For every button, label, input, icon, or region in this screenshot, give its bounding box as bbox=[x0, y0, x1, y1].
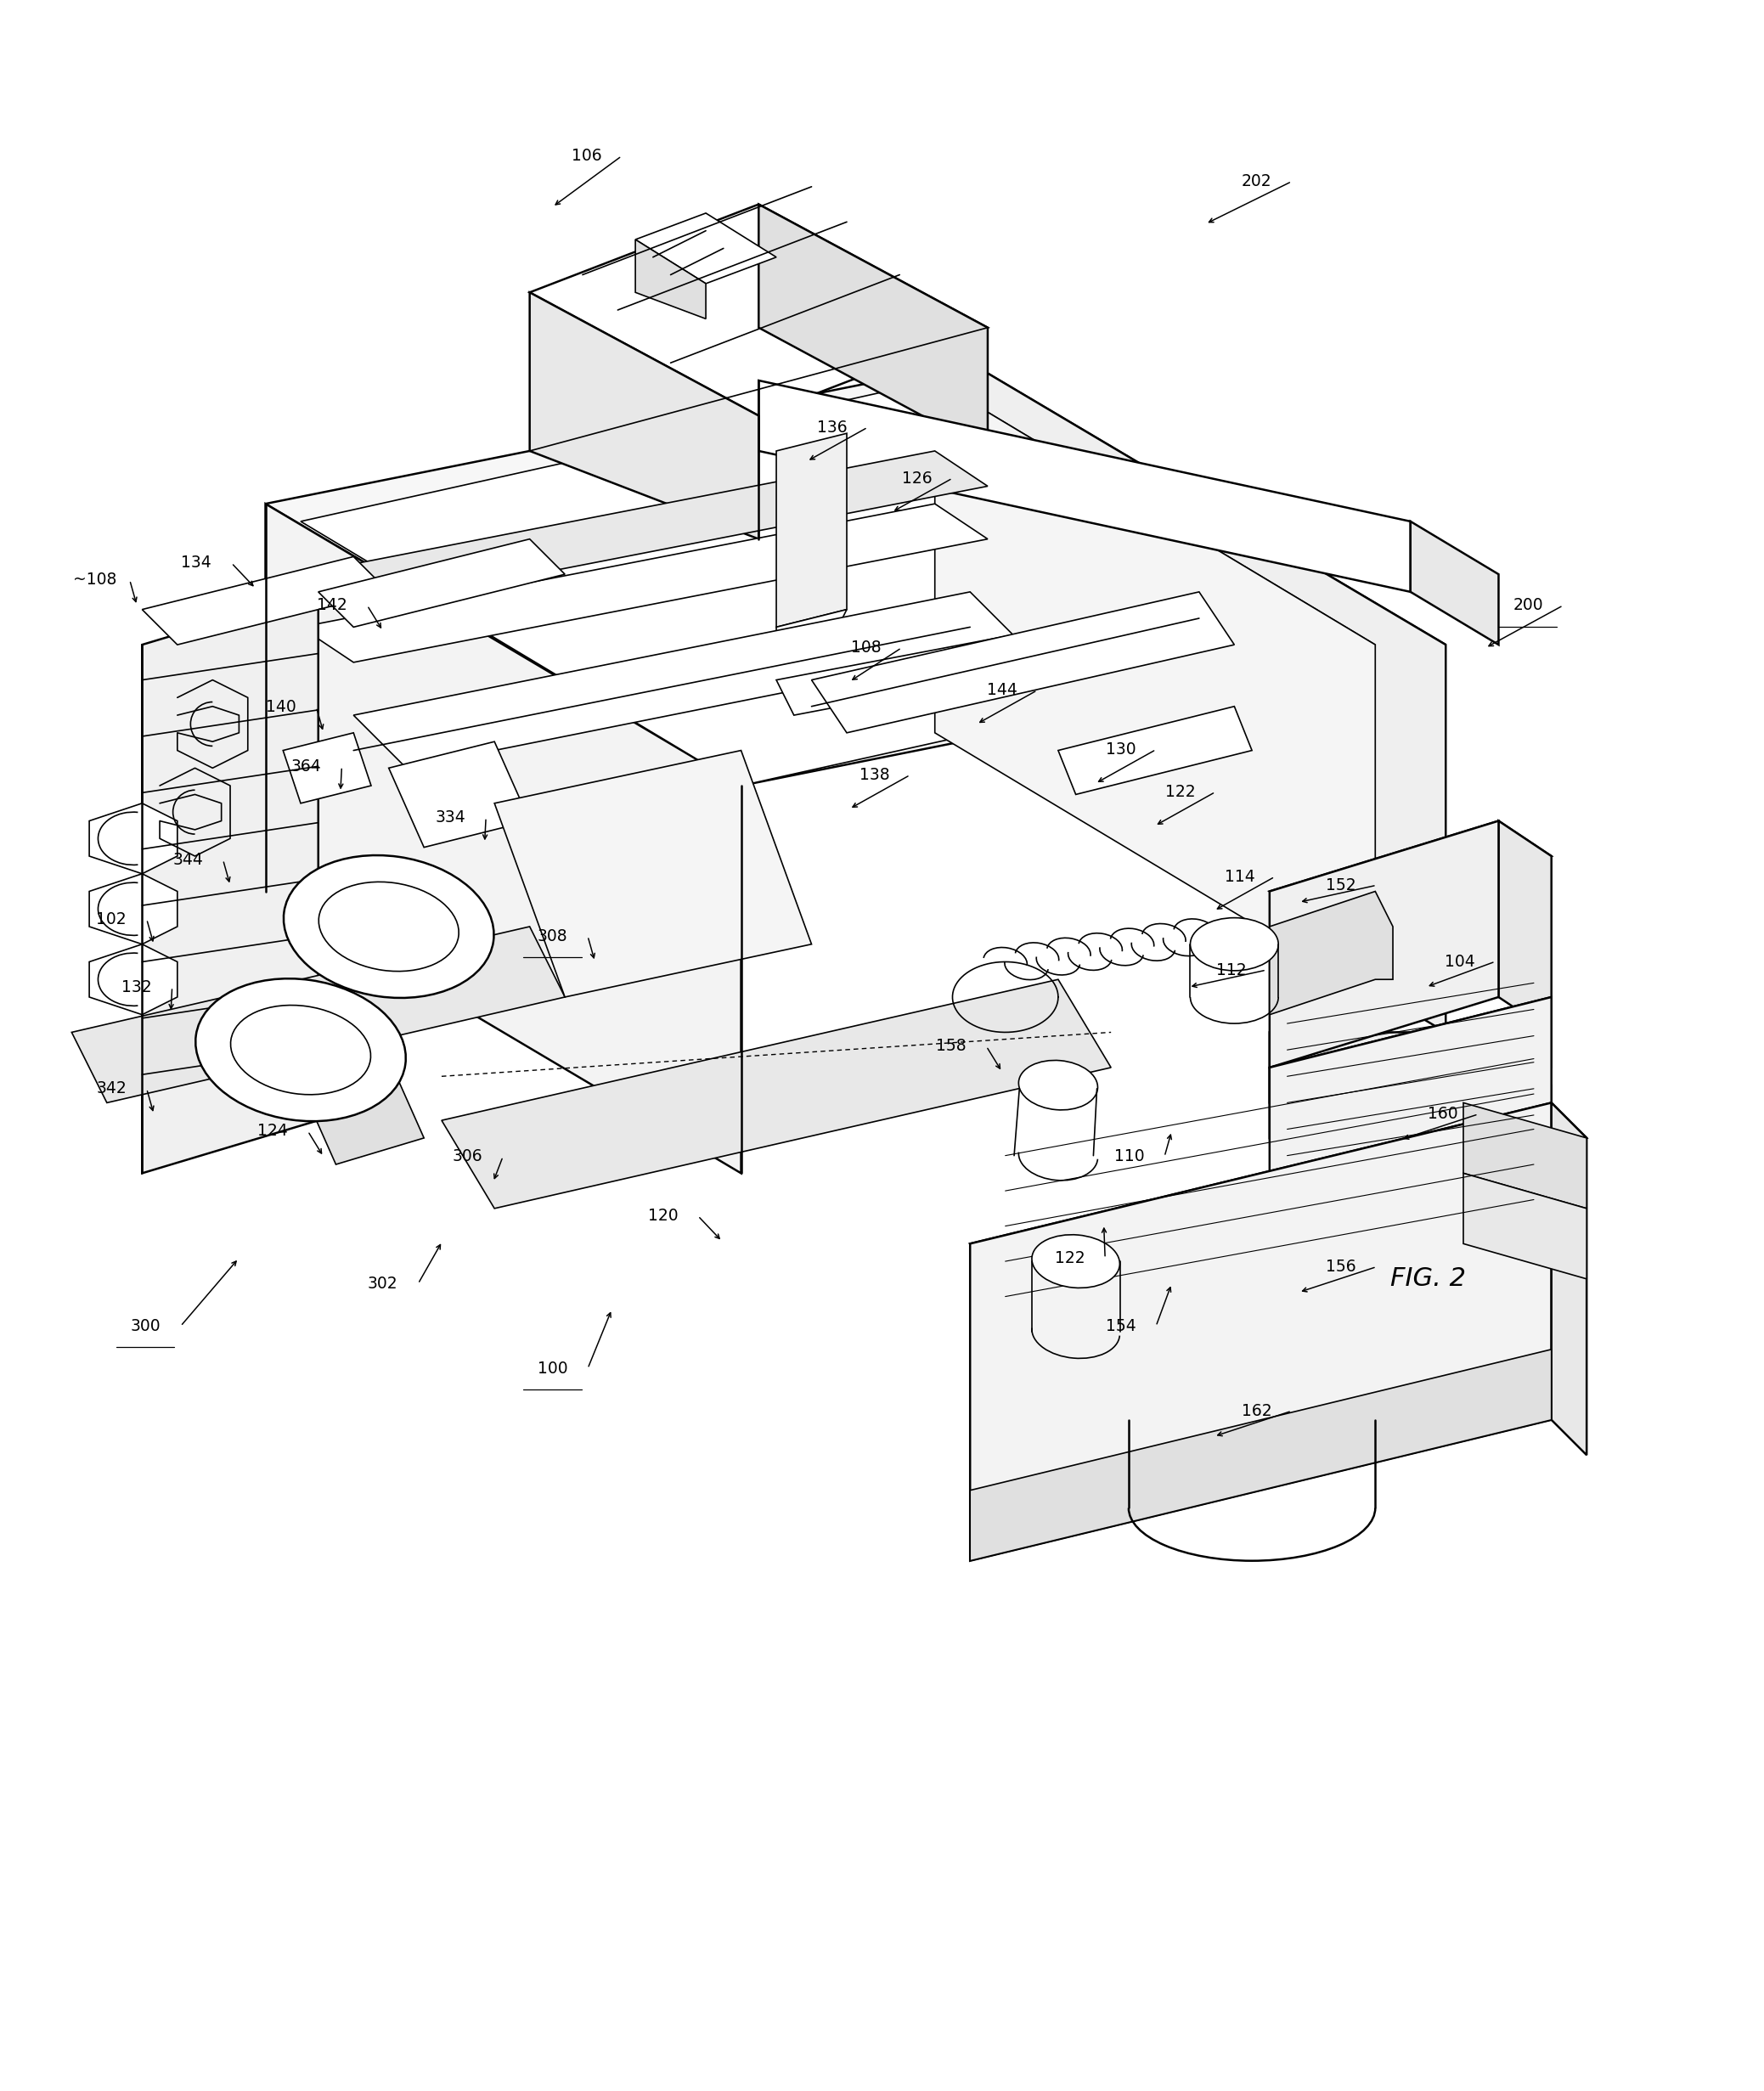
Text: 122: 122 bbox=[1055, 1250, 1085, 1267]
Ellipse shape bbox=[319, 882, 459, 972]
Text: 126: 126 bbox=[901, 470, 933, 487]
Text: 302: 302 bbox=[367, 1276, 399, 1292]
Text: 144: 144 bbox=[986, 682, 1018, 698]
Text: 160: 160 bbox=[1427, 1106, 1459, 1123]
Text: 132: 132 bbox=[122, 979, 152, 995]
Text: 140: 140 bbox=[266, 698, 296, 715]
Polygon shape bbox=[388, 742, 529, 847]
Text: 142: 142 bbox=[318, 598, 348, 613]
Polygon shape bbox=[1270, 822, 1499, 1069]
Text: 134: 134 bbox=[182, 554, 212, 571]
Text: 122: 122 bbox=[1164, 784, 1196, 801]
Polygon shape bbox=[635, 240, 706, 318]
Polygon shape bbox=[1270, 1033, 1446, 1209]
Text: 200: 200 bbox=[1514, 598, 1544, 613]
Polygon shape bbox=[1411, 521, 1499, 644]
Polygon shape bbox=[265, 504, 741, 1173]
Polygon shape bbox=[776, 608, 1164, 715]
Text: 152: 152 bbox=[1327, 878, 1357, 893]
Text: 110: 110 bbox=[1115, 1148, 1145, 1165]
Text: 130: 130 bbox=[1106, 742, 1136, 757]
Text: 120: 120 bbox=[647, 1209, 677, 1223]
Polygon shape bbox=[776, 433, 847, 627]
Polygon shape bbox=[300, 1058, 423, 1165]
Text: 306: 306 bbox=[453, 1148, 483, 1165]
Polygon shape bbox=[282, 732, 370, 803]
Polygon shape bbox=[1270, 997, 1551, 1244]
Ellipse shape bbox=[1191, 918, 1279, 970]
Text: 114: 114 bbox=[1224, 868, 1254, 884]
Polygon shape bbox=[90, 803, 178, 874]
Polygon shape bbox=[1464, 1102, 1586, 1209]
Text: 136: 136 bbox=[817, 420, 847, 435]
Polygon shape bbox=[1446, 1033, 1551, 1244]
Text: 364: 364 bbox=[291, 759, 321, 774]
Text: 162: 162 bbox=[1242, 1403, 1272, 1420]
Polygon shape bbox=[1270, 822, 1551, 926]
Polygon shape bbox=[143, 556, 388, 644]
Ellipse shape bbox=[1032, 1234, 1120, 1288]
Polygon shape bbox=[529, 293, 759, 539]
Text: 108: 108 bbox=[852, 640, 882, 657]
Ellipse shape bbox=[1018, 1060, 1097, 1110]
Polygon shape bbox=[529, 205, 988, 416]
Text: 104: 104 bbox=[1445, 953, 1475, 970]
Text: 100: 100 bbox=[538, 1361, 568, 1376]
Polygon shape bbox=[811, 592, 1235, 732]
Text: 308: 308 bbox=[538, 928, 568, 945]
Text: 138: 138 bbox=[859, 767, 889, 784]
Text: 124: 124 bbox=[258, 1123, 288, 1140]
Polygon shape bbox=[1058, 707, 1252, 795]
Ellipse shape bbox=[284, 855, 494, 997]
Polygon shape bbox=[635, 213, 776, 284]
Text: 112: 112 bbox=[1215, 962, 1245, 979]
Polygon shape bbox=[300, 504, 988, 663]
Polygon shape bbox=[970, 1102, 1551, 1560]
Text: ~108: ~108 bbox=[72, 573, 116, 588]
Text: 300: 300 bbox=[131, 1317, 161, 1334]
Polygon shape bbox=[300, 452, 988, 608]
Polygon shape bbox=[776, 608, 847, 680]
Text: 344: 344 bbox=[173, 851, 203, 868]
Ellipse shape bbox=[196, 979, 406, 1121]
Polygon shape bbox=[970, 1102, 1586, 1280]
Polygon shape bbox=[759, 381, 1411, 592]
Polygon shape bbox=[1499, 822, 1551, 1033]
Polygon shape bbox=[1270, 891, 1394, 1014]
Text: 202: 202 bbox=[1242, 174, 1272, 190]
Polygon shape bbox=[353, 592, 1023, 767]
Text: 158: 158 bbox=[937, 1039, 967, 1054]
Polygon shape bbox=[441, 979, 1111, 1209]
Polygon shape bbox=[90, 945, 178, 1014]
Polygon shape bbox=[72, 926, 564, 1102]
Text: 102: 102 bbox=[97, 912, 127, 926]
Polygon shape bbox=[265, 364, 1446, 786]
Polygon shape bbox=[1464, 1173, 1586, 1280]
Ellipse shape bbox=[231, 1006, 370, 1094]
Polygon shape bbox=[935, 381, 1376, 997]
Polygon shape bbox=[143, 592, 318, 1173]
Polygon shape bbox=[318, 539, 564, 627]
Text: 334: 334 bbox=[436, 809, 466, 826]
Polygon shape bbox=[1270, 997, 1551, 1138]
Text: 342: 342 bbox=[97, 1081, 127, 1098]
Text: 154: 154 bbox=[1106, 1317, 1136, 1334]
Polygon shape bbox=[300, 381, 1376, 786]
Polygon shape bbox=[970, 1349, 1551, 1560]
Polygon shape bbox=[970, 364, 1446, 1033]
Polygon shape bbox=[494, 751, 811, 997]
Polygon shape bbox=[90, 874, 178, 945]
Polygon shape bbox=[759, 205, 988, 452]
Text: FIG. 2: FIG. 2 bbox=[1390, 1267, 1466, 1292]
Text: 156: 156 bbox=[1327, 1259, 1357, 1276]
Text: 106: 106 bbox=[572, 148, 602, 163]
Polygon shape bbox=[1551, 1102, 1586, 1455]
